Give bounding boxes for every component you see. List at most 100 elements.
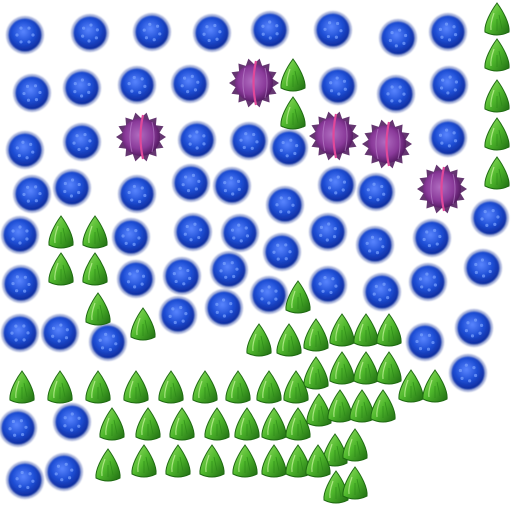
green-seed-icon — [422, 369, 448, 403]
purple-spore-icon — [116, 112, 166, 162]
green-seed-icon — [303, 356, 329, 390]
blue-blob-icon — [309, 266, 347, 304]
green-seed-icon — [234, 407, 260, 441]
blue-blob-icon — [266, 186, 304, 224]
blue-blob-icon — [455, 309, 493, 347]
green-seed-icon — [484, 38, 510, 72]
green-seed-icon — [285, 407, 311, 441]
green-seed-icon — [246, 323, 272, 357]
green-seed-icon — [376, 351, 402, 385]
blue-blob-icon — [263, 233, 301, 271]
blue-blob-icon — [377, 75, 415, 113]
green-seed-icon — [192, 370, 218, 404]
green-seed-icon — [169, 407, 195, 441]
blue-blob-icon — [471, 199, 509, 237]
blue-blob-icon — [163, 257, 201, 295]
blue-blob-icon — [429, 13, 467, 51]
green-seed-icon — [342, 466, 368, 500]
green-seed-icon — [225, 370, 251, 404]
green-seed-layer — [9, 2, 510, 504]
blue-blob-icon — [174, 213, 212, 251]
blue-blob-icon — [133, 13, 171, 51]
green-seed-icon — [232, 444, 258, 478]
blue-blob-icon — [221, 214, 259, 252]
purple-spore-icon — [229, 58, 279, 108]
green-seed-icon — [261, 444, 287, 478]
green-seed-icon — [261, 407, 287, 441]
blue-blob-icon — [13, 175, 51, 213]
green-seed-icon — [484, 117, 510, 151]
green-seed-icon — [329, 351, 355, 385]
blue-blob-icon — [213, 167, 251, 205]
blue-blob-icon — [53, 169, 91, 207]
green-seed-icon — [484, 156, 510, 190]
blue-blob-icon — [413, 219, 451, 257]
green-seed-icon — [327, 389, 353, 423]
green-seed-icon — [370, 389, 396, 423]
blue-blob-icon — [205, 289, 243, 327]
green-seed-icon — [484, 2, 510, 36]
blue-blob-icon — [118, 66, 156, 104]
blue-blob-icon — [357, 173, 395, 211]
green-seed-icon — [276, 323, 302, 357]
blue-blob-icon — [309, 213, 347, 251]
green-seed-icon — [82, 215, 108, 249]
green-seed-icon — [398, 369, 424, 403]
green-seed-icon — [165, 444, 191, 478]
green-seed-icon — [99, 407, 125, 441]
green-seed-icon — [85, 370, 111, 404]
green-seed-icon — [131, 444, 157, 478]
blue-blob-icon — [429, 119, 467, 157]
green-seed-icon — [47, 370, 73, 404]
blue-blob-icon — [314, 11, 352, 49]
blue-blob-icon — [0, 409, 37, 447]
green-seed-icon — [204, 407, 230, 441]
blue-blob-icon — [210, 251, 248, 289]
purple-spore-icon — [417, 164, 467, 214]
blue-blob-icon — [63, 69, 101, 107]
green-seed-icon — [85, 292, 111, 326]
green-seed-icon — [376, 313, 402, 347]
green-seed-icon — [285, 444, 311, 478]
blue-blob-icon — [6, 461, 44, 499]
green-seed-icon — [349, 389, 375, 423]
purple-spore-layer — [116, 58, 467, 214]
green-seed-icon — [342, 428, 368, 462]
green-seed-icon — [329, 313, 355, 347]
blue-blob-icon — [172, 164, 210, 202]
green-seed-icon — [256, 370, 282, 404]
green-seed-icon — [123, 370, 149, 404]
green-seed-icon — [484, 79, 510, 113]
blue-blob-icon — [53, 403, 91, 441]
blue-blob-icon — [270, 129, 308, 167]
purple-spore-icon — [362, 119, 412, 169]
blue-blob-icon — [250, 276, 288, 314]
blue-blob-icon — [41, 314, 79, 352]
blue-blob-icon — [430, 66, 468, 104]
blue-blob-icon — [1, 216, 39, 254]
blue-blob-icon — [171, 65, 209, 103]
blue-blob-icon — [117, 260, 155, 298]
blue-blob-icon — [356, 226, 394, 264]
blue-blob-icon — [112, 218, 150, 256]
blue-blob-icon — [6, 131, 44, 169]
green-seed-icon — [305, 444, 331, 478]
blue-blob-icon — [6, 16, 44, 54]
green-seed-icon — [322, 433, 348, 467]
blue-blob-icon — [379, 19, 417, 57]
green-seed-icon — [95, 448, 121, 482]
green-seed-icon — [285, 280, 311, 314]
blue-blob-icon — [159, 296, 197, 334]
blue-blob-icon — [13, 74, 51, 112]
blue-blob-icon — [464, 249, 502, 287]
blue-blob-icon — [118, 175, 156, 213]
blue-blob-icon — [318, 166, 356, 204]
green-seed-icon — [82, 252, 108, 286]
blue-blob-icon — [251, 11, 289, 49]
green-seed-icon — [353, 313, 379, 347]
blue-blob-icon — [193, 14, 231, 52]
blue-blob-icon — [319, 67, 357, 105]
green-seed-icon — [303, 318, 329, 352]
blue-blob-icon — [363, 273, 401, 311]
